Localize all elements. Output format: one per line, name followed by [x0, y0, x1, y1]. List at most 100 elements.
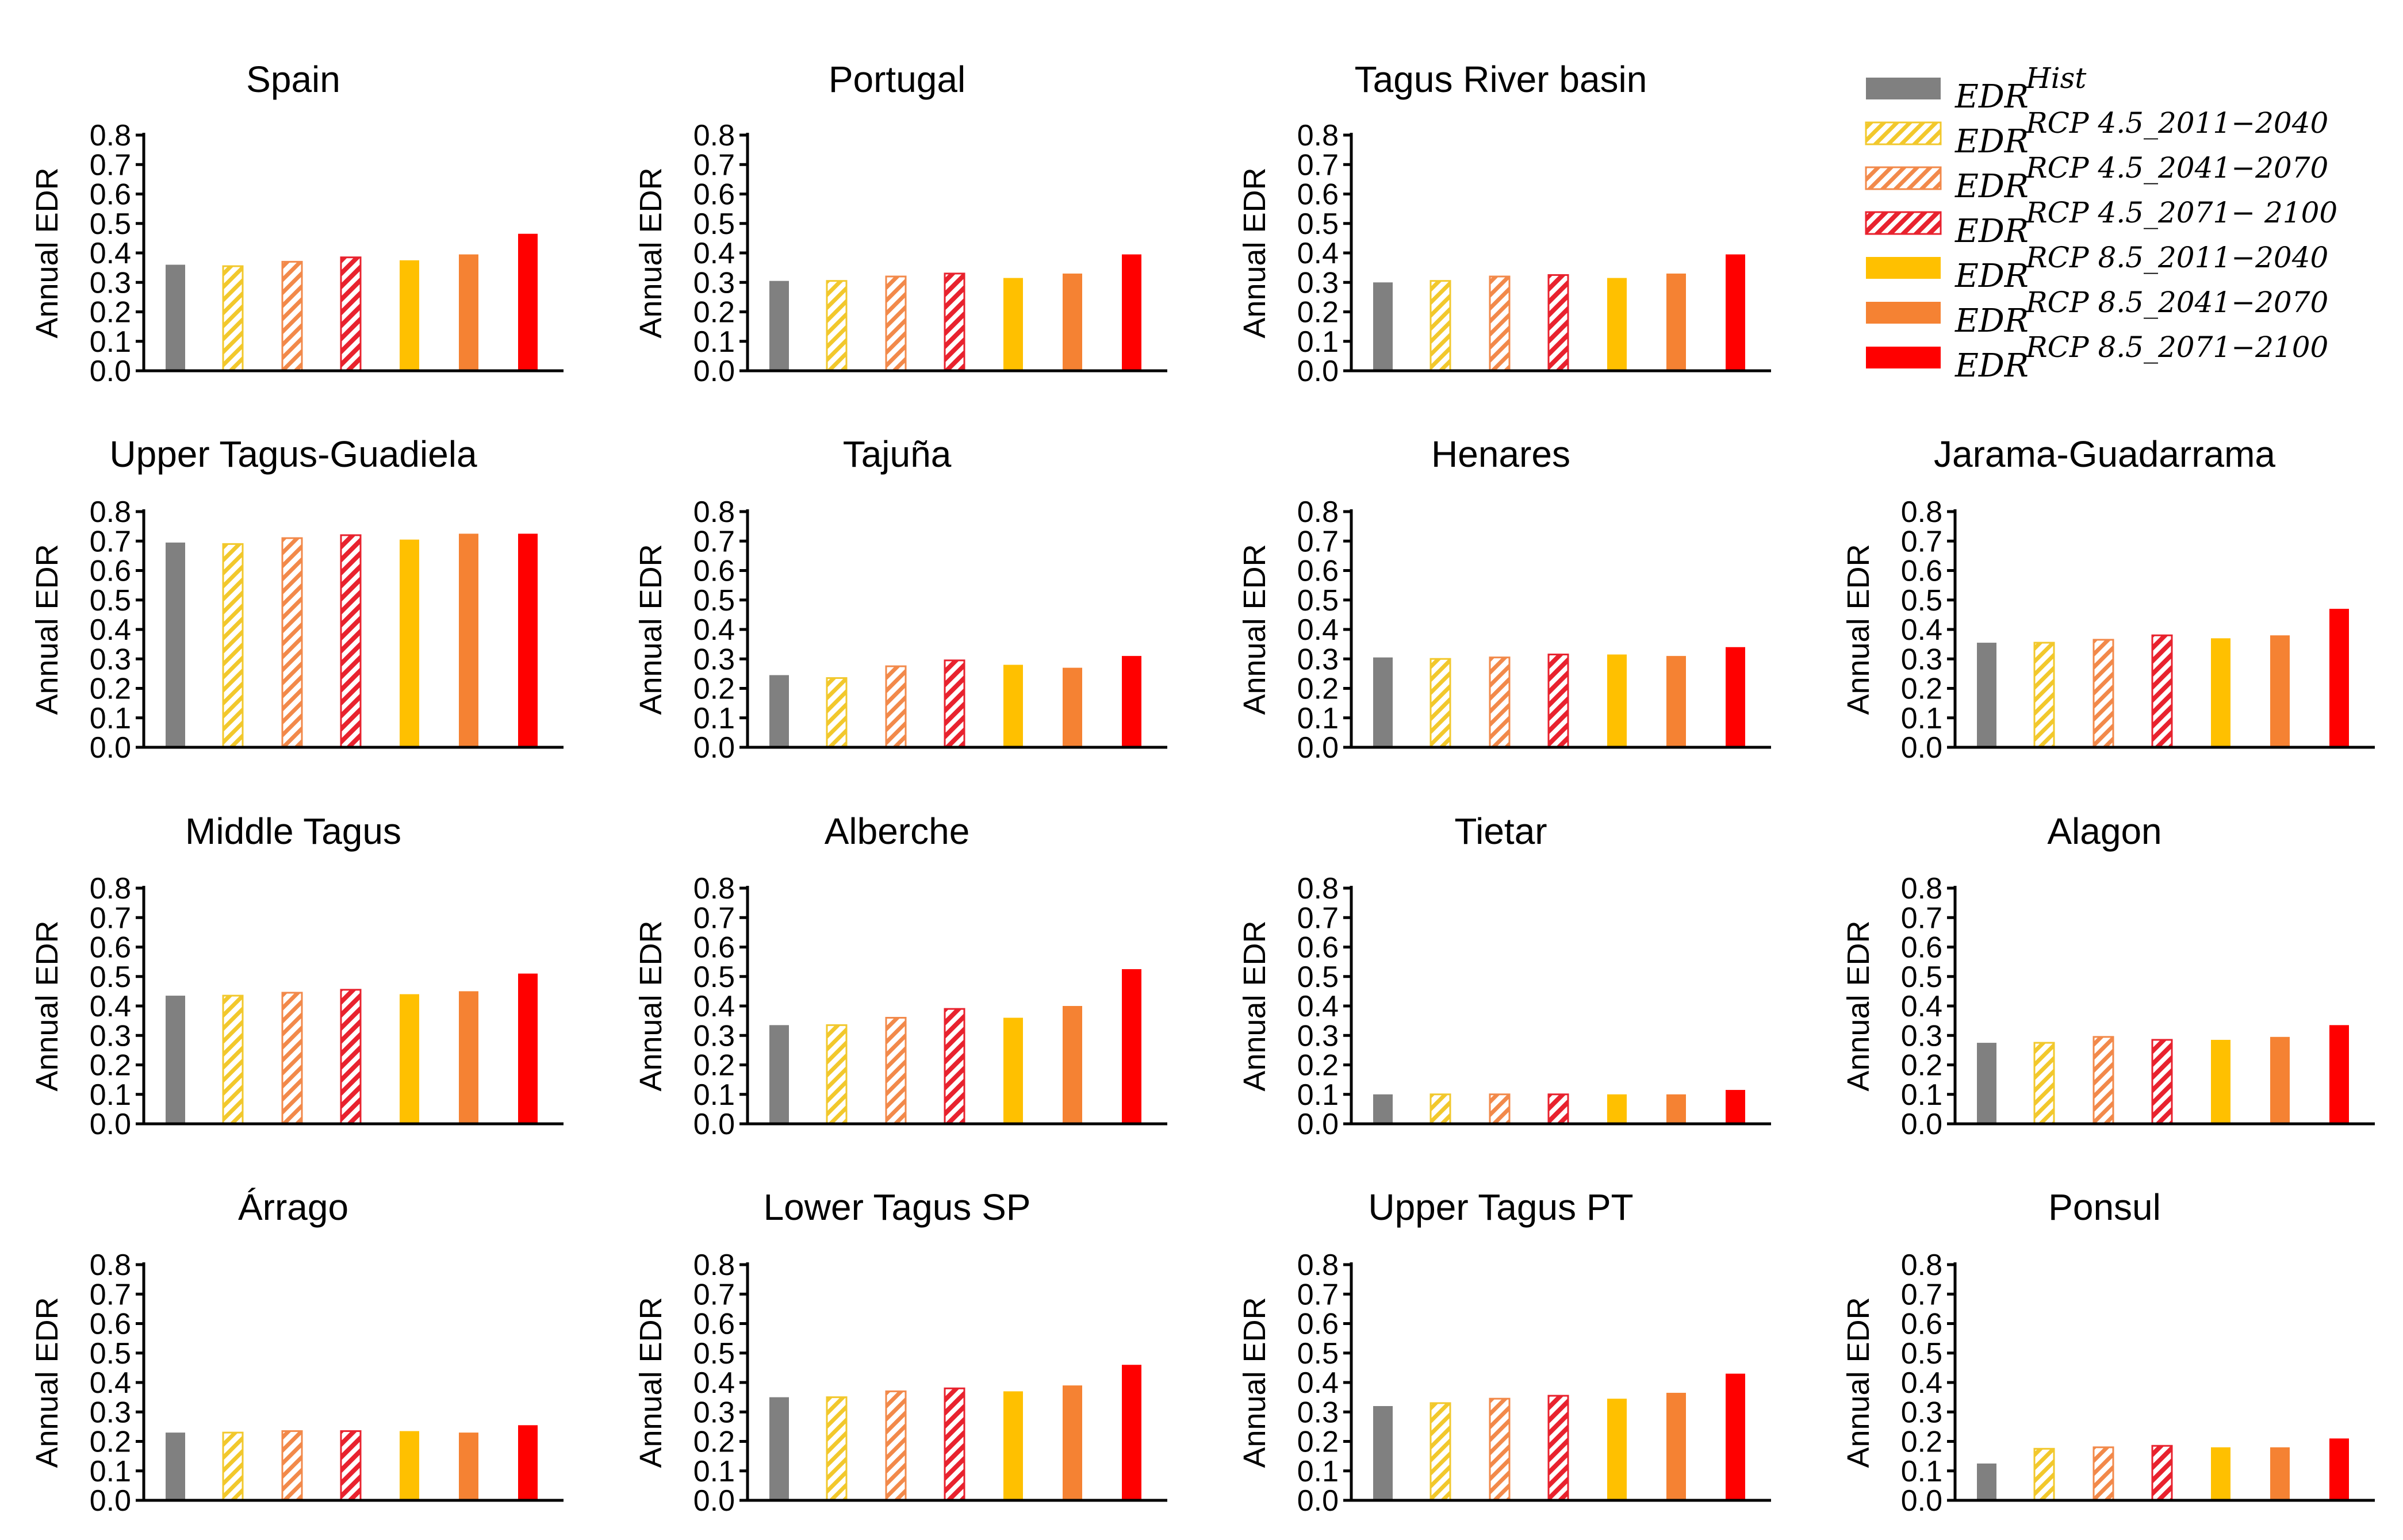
bar-rcp45_2071_2100 [944, 1008, 965, 1125]
bar-rcp85_2011_2040 [1607, 1399, 1627, 1500]
panel-title: Spain [246, 59, 340, 100]
y-tick-label: 0.8 [90, 872, 131, 905]
bar-rcp45_2011_2040 [1429, 658, 1451, 748]
y-tick-label: 0.8 [90, 496, 131, 529]
bar-rcp45_2041_2070 [885, 1017, 907, 1125]
bar-rcp45_2041_2070 [885, 275, 907, 372]
y-tick-label: 0.0 [90, 1484, 131, 1518]
y-tick-label: 0.4 [693, 613, 735, 647]
y-axis-label: Annual EDR [634, 1297, 668, 1468]
bar-rcp85_2071_2100 [518, 973, 538, 1124]
y-tick-label: 0.5 [693, 584, 735, 617]
y-tick-label: 0.7 [1297, 1278, 1339, 1311]
y-tick-label: 0.2 [693, 1049, 735, 1082]
bar-rcp45_2011_2040 [2033, 1042, 2055, 1125]
y-tick-label: 0.4 [1901, 1366, 1942, 1400]
bar-rcp45_2011_2040 [826, 1396, 848, 1501]
legend-superscript: RCP 8.5_2071−2100 [2025, 331, 2328, 364]
y-tick-label: 0.3 [90, 643, 131, 676]
bar-rcp85_2041_2070 [1063, 1006, 1082, 1124]
bar-rcp85_2041_2070 [459, 254, 478, 371]
panel-title: Alagon [2047, 811, 2161, 852]
legend-label: EDR [1954, 168, 2029, 205]
y-tick-label: 0.3 [693, 1396, 735, 1429]
y-tick-label: 0.6 [1901, 1308, 1942, 1341]
legend-swatch [1865, 211, 1942, 235]
bar-rcp45_2041_2070 [2092, 639, 2114, 748]
y-tick-label: 0.2 [1297, 296, 1339, 329]
y-tick-label: 0.5 [90, 961, 131, 994]
bar-rcp85_2011_2040 [2211, 1039, 2230, 1124]
y-axis-label: Annual EDR [1237, 920, 1272, 1091]
y-tick-label: 0.8 [90, 1249, 131, 1282]
y-tick-label: 0.4 [1901, 613, 1942, 647]
bar-rcp85_2011_2040 [1607, 654, 1627, 747]
y-axis-label: Annual EDR [634, 544, 668, 715]
y-tick-label: 0.6 [90, 555, 131, 588]
y-tick-label: 0.7 [1297, 148, 1339, 182]
y-tick-label: 0.7 [90, 901, 131, 935]
y-tick-label: 0.4 [90, 613, 131, 647]
bar-rcp85_2041_2070 [1063, 1385, 1082, 1500]
y-tick-label: 0.6 [1297, 931, 1339, 965]
y-tick-label: 0.5 [1297, 208, 1339, 241]
y-tick-label: 0.2 [90, 673, 131, 706]
bar-rcp45_2041_2070 [281, 992, 303, 1125]
y-tick-label: 0.7 [1901, 525, 1942, 558]
y-tick-label: 0.8 [1901, 496, 1942, 529]
bar-rcp45_2071_2100 [944, 272, 965, 372]
legend-label: EDR [1954, 302, 2029, 340]
y-tick-label: 0.4 [693, 990, 735, 1023]
y-tick-label: 0.3 [693, 1019, 735, 1053]
panel-11: Alagon Annual EDR 0.00.10.20.30.40.50.60.7… [1841, 811, 2375, 1141]
bar-rcp45_2071_2100 [944, 659, 965, 748]
bar-rcp45_2011_2040 [222, 543, 244, 748]
y-tick-label: 0.3 [90, 1396, 131, 1429]
panel-title: Henares [1431, 433, 1570, 475]
bar-rcp85_2041_2070 [459, 1433, 478, 1500]
y-tick-label: 0.7 [693, 148, 735, 182]
y-tick-label: 0.7 [90, 148, 131, 182]
y-tick-label: 0.3 [1297, 266, 1339, 299]
legend-superscript: Hist [2025, 62, 2087, 95]
bar-rcp85_2011_2040 [1003, 278, 1023, 371]
bar-hist [1977, 643, 1996, 747]
bar-rcp85_2011_2040 [1003, 1017, 1023, 1124]
bar-hist [769, 281, 789, 371]
bar-rcp45_2011_2040 [222, 994, 244, 1125]
legend-swatch [1865, 166, 1942, 190]
bar-rcp45_2041_2070 [1489, 275, 1511, 372]
legend-label: EDR [1954, 123, 2029, 160]
y-tick-label: 0.2 [1297, 1426, 1339, 1459]
y-tick-label: 0.8 [90, 119, 131, 152]
y-axis-label: Annual EDR [30, 167, 64, 338]
y-tick-label: 0.0 [693, 355, 735, 388]
y-tick-label: 0.1 [90, 325, 131, 359]
panel-15: Ponsul Annual EDR 0.00.10.20.30.40.50.60.7… [1841, 1186, 2375, 1518]
panel-title: Tajuña [843, 433, 952, 475]
y-axis-label: Annual EDR [30, 920, 64, 1091]
legend-label: EDR [1954, 78, 2029, 116]
bar-rcp85_2011_2040 [400, 994, 419, 1124]
y-tick-label: 0.7 [693, 901, 735, 935]
legend-label: EDR [1954, 258, 2029, 295]
legend-superscript: RCP 8.5_2011−2040 [2025, 241, 2328, 274]
bar-rcp45_2011_2040 [1429, 1093, 1451, 1125]
bar-rcp45_2041_2070 [281, 537, 303, 748]
legend-superscript: RCP 4.5_2011−2040 [2025, 106, 2328, 140]
bar-hist [166, 542, 185, 747]
bar-rcp85_2071_2100 [518, 233, 538, 371]
bar-rcp45_2011_2040 [222, 1431, 244, 1501]
panel-10: Tietar Annual EDR 0.00.10.20.30.40.50.60.7… [1237, 811, 1771, 1141]
bar-rcp85_2041_2070 [1666, 273, 1686, 371]
bar-rcp85_2071_2100 [1726, 647, 1745, 747]
bar-hist [1373, 282, 1393, 371]
bar-rcp85_2011_2040 [1003, 1391, 1023, 1500]
bar-rcp45_2071_2100 [1547, 274, 1569, 372]
y-tick-label: 0.6 [1297, 555, 1339, 588]
